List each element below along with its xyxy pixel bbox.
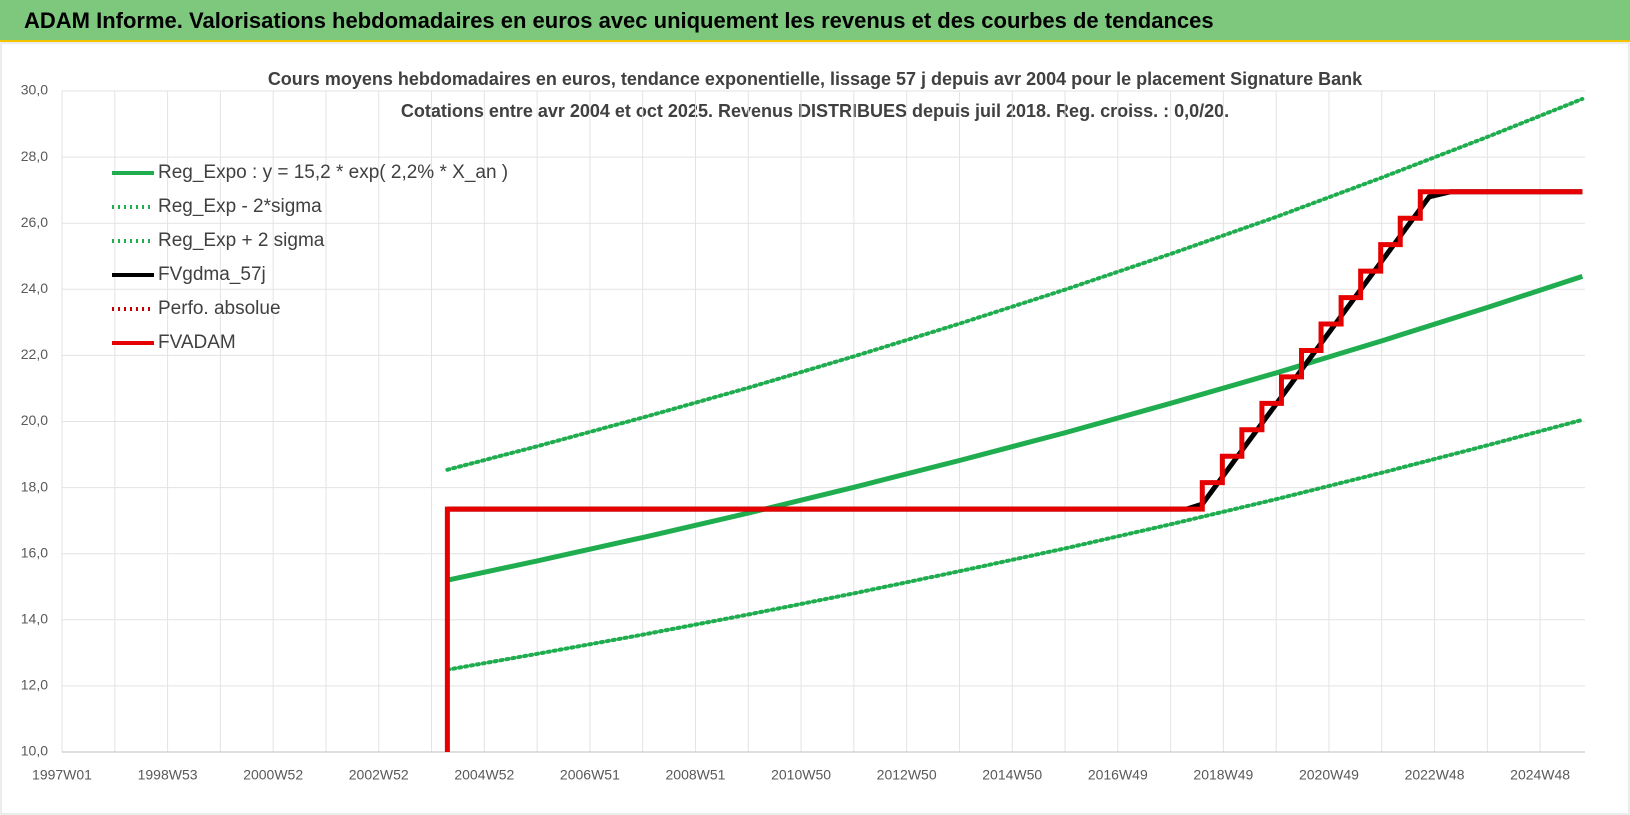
x-tick-label: 2024W48 bbox=[1510, 767, 1570, 783]
legend-label: Perfo. absolue bbox=[158, 298, 281, 319]
y-tick-label: 18,0 bbox=[21, 478, 48, 494]
x-tick-label: 2014W50 bbox=[982, 767, 1042, 783]
legend-label: Reg_Exp - 2*sigma bbox=[158, 196, 322, 217]
chart: Cours moyens hebdomadaires en euros, ten… bbox=[0, 42, 1630, 815]
x-tick-label: 2010W50 bbox=[771, 767, 831, 783]
page-header: ADAM Informe. Valorisations hebdomadaire… bbox=[0, 0, 1630, 42]
y-tick-label: 12,0 bbox=[21, 677, 48, 693]
x-tick-label: 2016W49 bbox=[1088, 767, 1148, 783]
chart-subtitle: Cotations entre avr 2004 et oct 2025. Re… bbox=[401, 101, 1229, 121]
y-tick-label: 22,0 bbox=[21, 346, 48, 362]
y-tick-label: 14,0 bbox=[21, 611, 48, 627]
legend-label: FVgdma_57j bbox=[158, 264, 266, 285]
x-tick-label: 2006W51 bbox=[560, 767, 620, 783]
y-tick-label: 28,0 bbox=[21, 148, 48, 164]
y-tick-label: 26,0 bbox=[21, 214, 48, 230]
y-tick-label: 20,0 bbox=[21, 412, 48, 428]
x-tick-label: 2000W52 bbox=[243, 767, 303, 783]
y-tick-label: 10,0 bbox=[21, 743, 48, 759]
x-tick-label: 2004W52 bbox=[454, 767, 514, 783]
x-tick-label: 2012W50 bbox=[877, 767, 937, 783]
legend-label: Reg_Expo : y = 15,2 * exp( 2,2% * X_an ) bbox=[158, 162, 508, 183]
y-tick-label: 16,0 bbox=[21, 544, 48, 560]
series-line bbox=[444, 189, 1583, 752]
y-tick-label: 24,0 bbox=[21, 280, 48, 296]
x-tick-label: 1998W53 bbox=[138, 767, 198, 783]
chart-title: Cours moyens hebdomadaires en euros, ten… bbox=[268, 69, 1363, 89]
x-tick-label: 2008W51 bbox=[666, 767, 726, 783]
chart-frame bbox=[0, 42, 1630, 815]
legend-label: FVADAM bbox=[158, 332, 236, 353]
x-tick-label: 2020W49 bbox=[1299, 767, 1359, 783]
x-tick-label: 2018W49 bbox=[1193, 767, 1253, 783]
x-tick-label: 2022W48 bbox=[1405, 767, 1465, 783]
x-tick-label: 1997W01 bbox=[32, 767, 92, 783]
x-tick-label: 2002W52 bbox=[349, 767, 409, 783]
legend-label: Reg_Exp + 2 sigma bbox=[158, 230, 325, 251]
y-tick-label: 30,0 bbox=[21, 82, 48, 98]
series-line bbox=[445, 417, 1585, 672]
series-line bbox=[445, 96, 1585, 472]
series-line bbox=[446, 274, 1584, 583]
